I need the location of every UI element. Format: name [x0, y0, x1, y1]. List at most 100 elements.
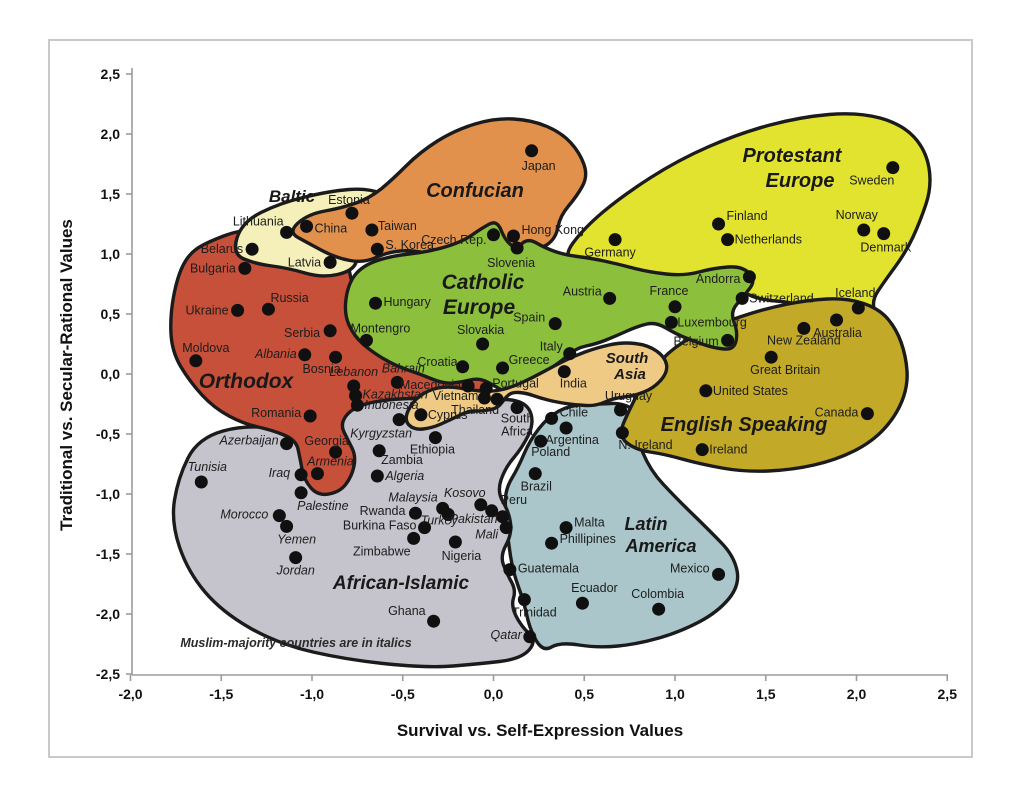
country-label: Estonia	[328, 193, 370, 207]
country-label: Finland	[727, 209, 768, 223]
y-tick-label: 0,5	[101, 306, 121, 322]
country-label: Morocco	[220, 508, 268, 522]
country-label: Algeria	[384, 469, 424, 483]
country-dot	[490, 392, 504, 406]
country-dot	[359, 333, 373, 347]
country-label: New Zealand	[767, 333, 841, 347]
country-dot	[735, 291, 749, 305]
country-dot	[245, 242, 259, 256]
country-dot	[510, 401, 524, 415]
country-dot	[189, 354, 203, 368]
country-dot	[479, 381, 493, 395]
country-label: Czech Rep.	[421, 233, 486, 247]
zone-label: African-Islamic	[332, 573, 470, 594]
y-tick-label: -1,0	[96, 486, 120, 502]
country-label: Hong Kong	[521, 223, 584, 237]
x-tick-label: -1,5	[209, 686, 233, 702]
country-label: Austria	[563, 284, 602, 298]
country-label: Africa	[501, 425, 533, 439]
country-dot	[523, 630, 537, 644]
country-label: Brazil	[521, 480, 552, 494]
country-dot	[298, 348, 312, 362]
country-dot	[303, 409, 317, 423]
country-label: Germany	[584, 246, 636, 260]
y-tick-label: 2,0	[101, 126, 121, 142]
country-dot	[886, 161, 900, 175]
x-tick-label: 1,5	[756, 686, 776, 702]
country-label: Lebanon	[329, 365, 378, 379]
country-label: Slovakia	[457, 323, 504, 337]
country-dot	[427, 614, 441, 628]
zone-blob-confucian	[291, 117, 588, 263]
zone-blobs	[169, 112, 932, 669]
country-dot	[548, 317, 562, 331]
country-dot	[231, 303, 245, 317]
country-label: Nigeria	[442, 549, 482, 563]
zone-blob-latin-america	[503, 401, 740, 651]
country-dot	[721, 233, 735, 247]
country-dot	[372, 444, 386, 458]
country-label: Malaysia	[388, 490, 437, 504]
country-dot	[408, 506, 422, 520]
country-label: Argentina	[545, 433, 599, 447]
country-dot	[414, 408, 428, 422]
country-label: Russia	[270, 291, 308, 305]
country-dot	[310, 467, 324, 481]
country-dot	[695, 443, 709, 457]
country-dot	[485, 504, 499, 518]
country-label: Mexico	[670, 561, 710, 575]
country-label: Palestine	[297, 499, 348, 513]
country-dot	[699, 384, 713, 398]
country-label: Andorra	[696, 272, 741, 286]
country-dot	[615, 426, 629, 440]
country-label: Spain	[513, 311, 545, 325]
country-dot	[392, 413, 406, 427]
country-label: Denmark	[860, 241, 911, 255]
country-label: Latvia	[288, 255, 321, 269]
country-label: Serbia	[284, 326, 320, 340]
y-tick-label: -2,5	[96, 666, 120, 682]
country-label: Ukraine	[186, 303, 229, 317]
country-label: Bulgaria	[190, 261, 236, 275]
country-dot	[280, 437, 294, 451]
country-label: Australia	[813, 326, 862, 340]
country-label: Indonesia	[364, 398, 418, 412]
country-dot	[742, 270, 756, 284]
country-dot	[448, 535, 462, 549]
country-dot	[563, 347, 577, 361]
country-dot	[461, 379, 475, 393]
country-label: Zambia	[381, 453, 423, 467]
country-dot	[280, 519, 294, 533]
country-dot	[370, 469, 384, 483]
country-dot	[575, 596, 589, 610]
country-dot	[877, 227, 891, 241]
country-dot	[797, 321, 811, 335]
country-label: Montengro	[351, 321, 411, 335]
zone-label: Latin	[625, 514, 668, 534]
country-dot	[289, 551, 303, 565]
zone-label: Europe	[443, 296, 516, 319]
zone-label: Confucian	[426, 180, 524, 202]
country-label: Guatemala	[518, 562, 579, 576]
country-dot	[528, 467, 542, 481]
country-label: Bahrain	[382, 361, 425, 375]
country-label: Japan	[522, 159, 556, 173]
x-tick-label: 2,5	[938, 686, 958, 702]
country-label: South	[501, 412, 534, 426]
country-label: Cyprus	[428, 408, 468, 422]
country-dot	[474, 498, 488, 512]
country-dot	[477, 391, 491, 405]
country-dot	[496, 510, 510, 524]
country-label: Kosovo	[444, 486, 486, 500]
country-dot	[503, 563, 517, 577]
country-dot	[329, 350, 343, 364]
country-label: Burkina Faso	[343, 519, 417, 533]
country-label: Tunisia	[188, 460, 227, 474]
y-tick-label: 0,0	[101, 366, 121, 382]
country-label: Pakistan	[450, 512, 498, 526]
x-tick-label: 0,5	[575, 686, 595, 702]
country-label: Hungary	[384, 295, 432, 309]
country-label: United States	[713, 384, 788, 398]
